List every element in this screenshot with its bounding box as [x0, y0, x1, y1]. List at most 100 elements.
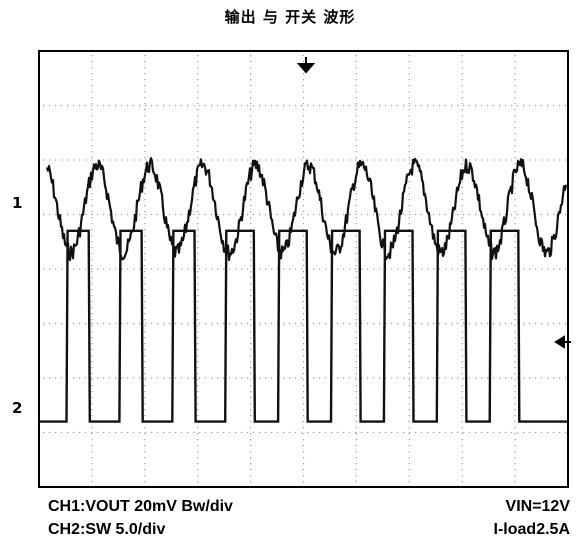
grid-dot [55, 159, 57, 161]
grid-dot [205, 431, 207, 434]
grid-dot [91, 85, 93, 87]
grid-dot [408, 463, 410, 465]
grid-dot [91, 169, 93, 171]
grid-dot [271, 268, 273, 270]
grid-dot [145, 377, 147, 379]
grid-dot [547, 159, 549, 161]
grid-dot [331, 213, 333, 216]
grid-dot [250, 67, 252, 69]
grid-dot [229, 431, 231, 434]
grid-dot [514, 247, 516, 249]
grid-dot [302, 475, 305, 477]
grid-dot [523, 213, 525, 216]
ch1-settings: CH1:VOUT 20mV Bw/div [48, 498, 233, 515]
grid-dot [49, 104, 51, 107]
grid-dot [133, 322, 135, 325]
grid-dot [247, 322, 249, 325]
grid-dot [385, 213, 387, 216]
grid-dot [367, 213, 369, 216]
grid-dot [415, 322, 417, 325]
grid-dot [121, 268, 123, 270]
grid-dot [319, 104, 321, 107]
grid-dot [115, 159, 117, 161]
grid-dot [133, 213, 135, 216]
grid-dot [355, 213, 357, 216]
grid-dot [475, 268, 477, 270]
grid-dot [461, 205, 463, 207]
grid-dot [229, 104, 231, 107]
grid-dot [409, 104, 411, 107]
grid-dot [91, 377, 93, 379]
grid-dot [493, 322, 495, 325]
grid-dot [461, 343, 463, 345]
grid-dot [553, 213, 555, 216]
grid-dot [408, 457, 410, 459]
grid-dot [409, 268, 411, 270]
grid-dot [250, 409, 252, 411]
grid-dot [514, 361, 516, 363]
grid-dot [157, 322, 159, 325]
grid-dot [499, 104, 501, 107]
grid-dot [313, 322, 315, 325]
grid-dot [403, 322, 405, 325]
grid-dot [408, 193, 410, 195]
grid-dot [461, 67, 463, 69]
grid-dot [529, 104, 531, 107]
grid-dot [547, 431, 549, 434]
grid-dot [197, 79, 199, 81]
grid-dot [514, 115, 516, 117]
grid-dot [197, 373, 199, 375]
grid-dot [250, 391, 252, 393]
grid-dot [408, 337, 410, 339]
grid-dot [49, 377, 51, 379]
grid-dot [144, 475, 146, 477]
grid-dot [250, 319, 252, 321]
grid-dot [302, 415, 305, 417]
grid-dot [197, 241, 199, 243]
grid-dot [565, 377, 567, 379]
grid-dot [355, 433, 357, 435]
grid-dot [144, 67, 146, 69]
grid-dot [514, 85, 516, 87]
grid-dot [283, 268, 285, 270]
grid-dot [55, 104, 57, 107]
grid-dot [427, 431, 429, 434]
grid-dot [461, 115, 463, 117]
grid-dot [103, 159, 105, 161]
grid-dot [187, 322, 189, 325]
grid-dot [313, 431, 315, 434]
grid-dot [408, 445, 410, 447]
grid-dot [271, 431, 273, 434]
grid-dot [445, 377, 447, 379]
grid-dot [505, 268, 507, 270]
grid-dot [355, 145, 357, 147]
grid-dot [403, 268, 405, 270]
grid-dot [144, 277, 146, 279]
grid-dot [355, 235, 357, 237]
grid-dot [408, 67, 410, 69]
grid-dot [302, 301, 305, 303]
grid-dot [103, 322, 105, 325]
grid-dot [197, 265, 199, 267]
grid-dot [144, 439, 146, 441]
grid-dot [514, 193, 516, 195]
grid-dot [408, 421, 410, 423]
grid-dot [223, 104, 225, 107]
grid-dot [409, 431, 411, 434]
grid-dot [91, 104, 93, 107]
grid-dot [385, 377, 387, 379]
grid-dot [367, 431, 369, 434]
grid-dot [250, 379, 252, 381]
grid-dot [250, 271, 252, 273]
grid-dot [514, 367, 516, 369]
grid-dot [197, 91, 199, 93]
grid-dot [197, 253, 199, 255]
grid-dot [250, 121, 252, 123]
grid-dot [302, 403, 305, 405]
grid-dot [461, 421, 463, 423]
grid-dot [97, 322, 99, 325]
grid-dot [505, 322, 507, 325]
grid-dot [247, 159, 249, 161]
grid-dot [514, 181, 516, 183]
grid-dot [514, 139, 516, 141]
